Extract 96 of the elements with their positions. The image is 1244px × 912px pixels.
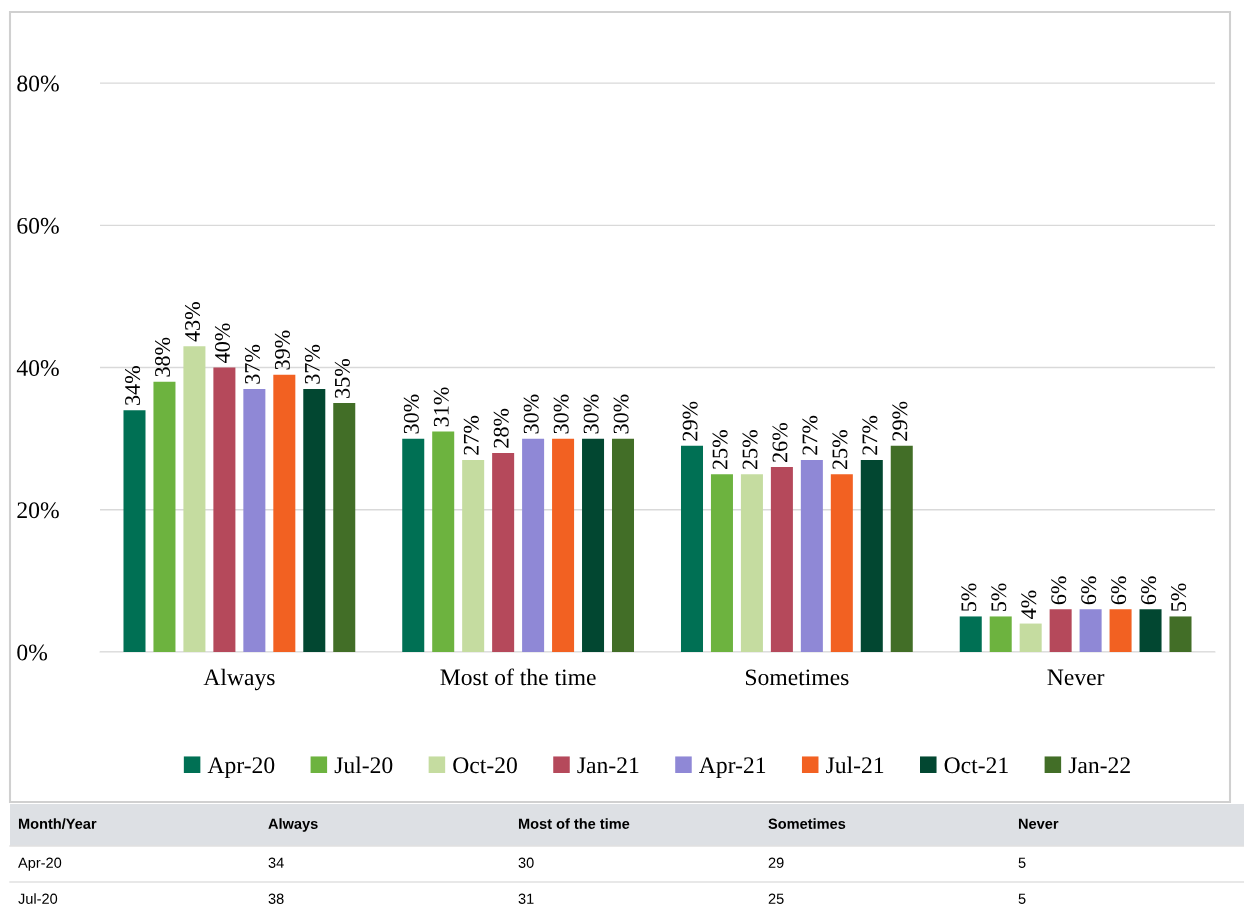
data-label: 30%: [553, 394, 569, 434]
data-label: 6%: [1081, 576, 1097, 605]
data-label: 5%: [991, 583, 1007, 611]
legend-label: Jan-21: [577, 757, 639, 774]
x-tick-label: Never: [1047, 669, 1105, 686]
bar: [243, 388, 266, 652]
text: Month/Year: [18, 818, 97, 830]
x-tick-label: Most of the time: [440, 668, 596, 686]
data-label: 30%: [403, 394, 419, 434]
text: 5: [1018, 893, 1026, 904]
category-label: Never: [1018, 818, 1059, 829]
bar: [402, 438, 425, 652]
y-tick-label: 20%: [17, 502, 59, 519]
text: 5: [1018, 857, 1026, 868]
bar: [303, 388, 326, 652]
data-label: 29%: [682, 401, 698, 441]
data-label: 34%: [125, 366, 141, 405]
data-label: 27%: [463, 415, 479, 455]
text: 29: [768, 857, 784, 868]
bar: [522, 438, 545, 652]
data-label: 38%: [155, 337, 171, 377]
bar: [432, 431, 455, 652]
text: 38: [268, 893, 284, 904]
data-label: 27%: [802, 415, 818, 455]
data-label: 30%: [523, 394, 539, 434]
category-label: Always: [268, 818, 318, 832]
data-label: 25%: [712, 430, 728, 470]
bar: [333, 403, 356, 652]
bar: [552, 438, 575, 652]
legend-label: Oct-20: [453, 757, 517, 774]
data-label: 25%: [832, 430, 848, 470]
bar: [1109, 609, 1132, 652]
bar: [1079, 609, 1102, 652]
bar: [890, 445, 913, 652]
bar: [800, 460, 823, 652]
text: Apr-20: [18, 857, 62, 871]
legend-label: Jan-22: [1068, 757, 1130, 774]
data-label: 6%: [1141, 576, 1157, 605]
data-label: 28%: [493, 408, 509, 448]
data-label: 31%: [433, 387, 449, 427]
data-label: 4%: [1021, 590, 1037, 619]
bar: [153, 381, 176, 652]
bar: [1049, 609, 1072, 652]
bar: [123, 410, 146, 652]
text: 25: [768, 893, 784, 904]
data-label: 27%: [862, 415, 878, 455]
legend-label: Apr-21: [699, 757, 766, 779]
bar: [273, 374, 296, 652]
bar: [462, 460, 485, 652]
x-tick-label: Always: [203, 668, 275, 691]
bar: [1139, 609, 1162, 652]
data-label: 37%: [304, 344, 320, 384]
text: 30: [518, 857, 534, 868]
bar: [710, 474, 733, 652]
bar: [582, 438, 605, 652]
legend-label: Jul-20: [334, 756, 393, 774]
data-label: 35%: [334, 358, 350, 398]
y-tick-label: 0%: [17, 644, 48, 661]
bar: [492, 452, 515, 652]
bar: [213, 367, 236, 652]
bar: [770, 467, 793, 652]
data-label: 30%: [583, 394, 599, 434]
legend-label: Apr-20: [207, 757, 275, 779]
y-tick-label: 40%: [16, 360, 59, 377]
bar: [680, 445, 704, 652]
data-label: 30%: [613, 394, 629, 434]
legend-label: Jul-21: [826, 756, 884, 774]
bar: [1019, 623, 1042, 652]
data-label: 5%: [961, 583, 977, 611]
bar: [830, 474, 853, 652]
bar: [959, 616, 982, 652]
data-label: 37%: [244, 344, 260, 384]
category-label: Most of the time: [518, 818, 630, 829]
data-label: 43%: [184, 302, 201, 342]
bar: [740, 474, 763, 652]
bar: [1169, 616, 1192, 652]
text: 34: [268, 857, 284, 868]
legend-label: Oct-21: [944, 757, 1008, 774]
y-tick-label: 60%: [17, 217, 59, 234]
text: 31: [518, 893, 534, 904]
bar: [611, 438, 635, 652]
category-label: Sometimes: [768, 818, 846, 829]
data-label: 5%: [1171, 583, 1187, 611]
y-tick-label: 80%: [17, 75, 59, 92]
bar: [989, 616, 1012, 652]
data-label: 26%: [772, 422, 788, 462]
data-label: 29%: [892, 401, 908, 441]
data-label: 39%: [274, 330, 290, 370]
data-label: 25%: [742, 430, 758, 470]
data-label: 6%: [1051, 576, 1067, 605]
x-tick-label: Sometimes: [745, 669, 849, 686]
text: Jul-20: [18, 893, 58, 904]
bar: [860, 460, 883, 652]
data-label: 6%: [1111, 576, 1127, 605]
data-label: 40%: [214, 323, 231, 363]
bar: [183, 346, 206, 652]
